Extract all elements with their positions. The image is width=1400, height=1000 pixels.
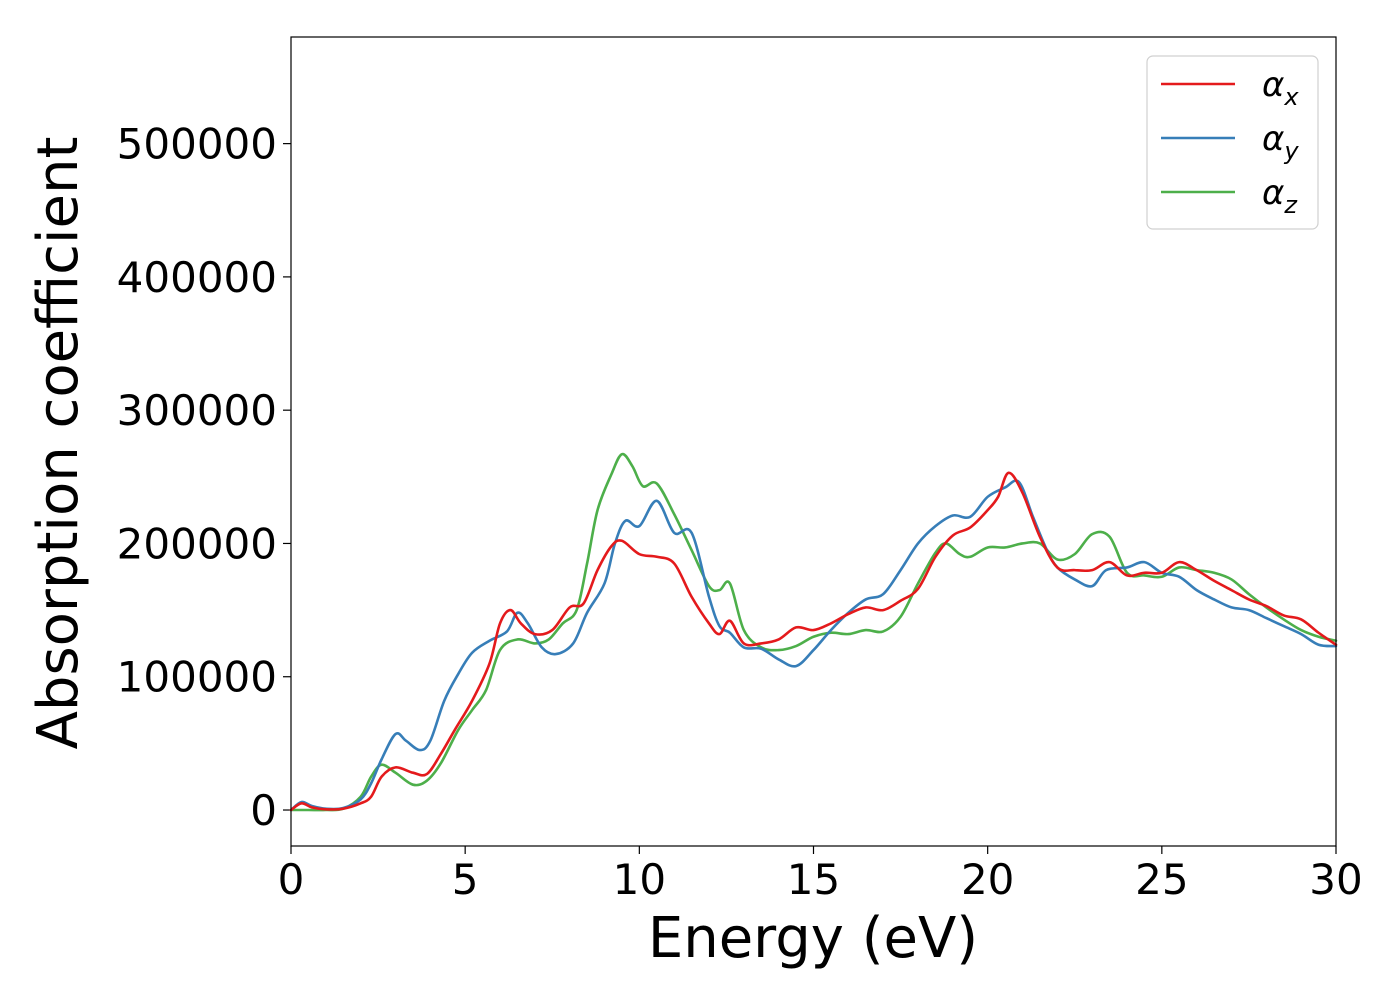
y-tick-label: 500000 xyxy=(117,120,277,169)
legend: αx αy αz xyxy=(1146,55,1319,230)
series-layer xyxy=(289,452,1338,812)
x-tick-label: 30 xyxy=(1309,855,1362,904)
x-tick-label: 5 xyxy=(452,855,479,904)
y-tick-label: 400000 xyxy=(117,253,277,302)
x-tick-label: 25 xyxy=(1135,855,1188,904)
series-line-y xyxy=(289,479,1338,812)
x-tick-label: 10 xyxy=(613,855,666,904)
legend-label: αx xyxy=(1262,65,1299,111)
series-line-x xyxy=(289,471,1338,812)
legend-label: αz xyxy=(1262,173,1298,219)
plot-frame xyxy=(290,36,1337,847)
y-axis-label: Absorption coefficient xyxy=(26,137,91,750)
legend-box xyxy=(1146,55,1319,230)
y-axis-ticks: 0 100000 200000 300000 400000 500000 xyxy=(117,120,291,835)
x-tick-label: 20 xyxy=(961,855,1014,904)
series-line-z xyxy=(289,452,1338,812)
y-tick-label: 100000 xyxy=(117,653,277,702)
x-tick-label: 15 xyxy=(787,855,840,904)
x-axis-ticks: 0 5 10 15 20 25 30 xyxy=(278,846,1363,904)
x-axis-label: Energy (eV) xyxy=(648,906,978,971)
y-tick-label: 200000 xyxy=(117,519,277,568)
legend-label: αy xyxy=(1262,119,1299,165)
y-tick-label: 0 xyxy=(250,786,277,835)
x-tick-label: 0 xyxy=(278,855,305,904)
y-tick-label: 300000 xyxy=(117,386,277,435)
